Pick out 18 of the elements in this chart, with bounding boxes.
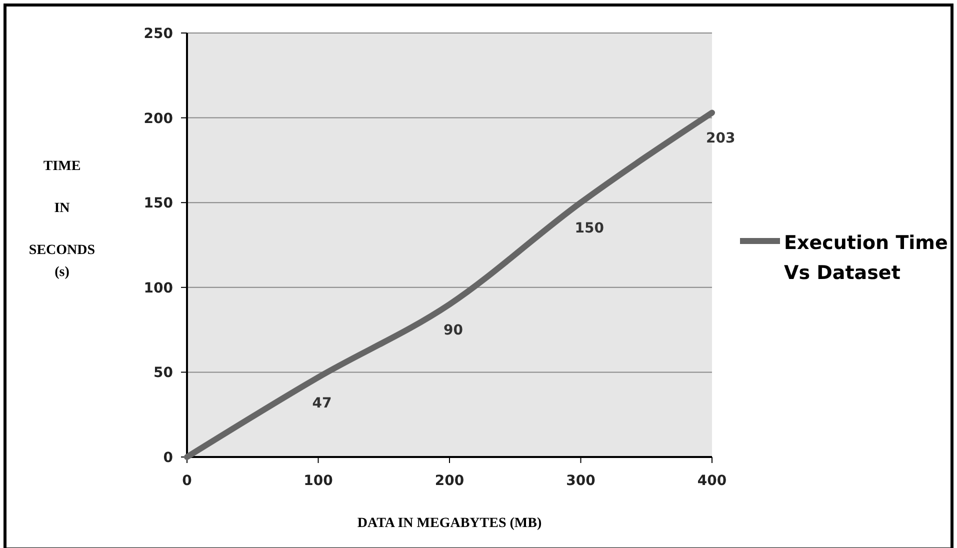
legend-label: Execution Time Vs Dataset [784,232,948,284]
text: TIME IN SECONDS (s) [28,159,96,280]
data-label: 150 [574,220,604,237]
x-tick-label: 400 [697,473,727,489]
y-tick-label: 150 [144,196,174,212]
x-axis-title: DATA IN MEGABYTES (MB) [357,516,542,531]
x-tick-label: 0 [182,473,192,489]
y-tick-label: 250 [144,26,174,42]
data-label: 90 [444,322,464,338]
x-tick-label: 200 [434,473,464,489]
data-label: 47 [312,395,332,412]
x-tick-label: 300 [566,473,596,489]
y-tick-label: 100 [144,280,174,296]
y-tick-label: 0 [163,450,174,466]
data-label: 203 [706,130,736,147]
y-tick-label: 200 [144,110,174,127]
y-tick-label: 50 [154,365,174,382]
x-tick-label: 100 [304,473,334,489]
